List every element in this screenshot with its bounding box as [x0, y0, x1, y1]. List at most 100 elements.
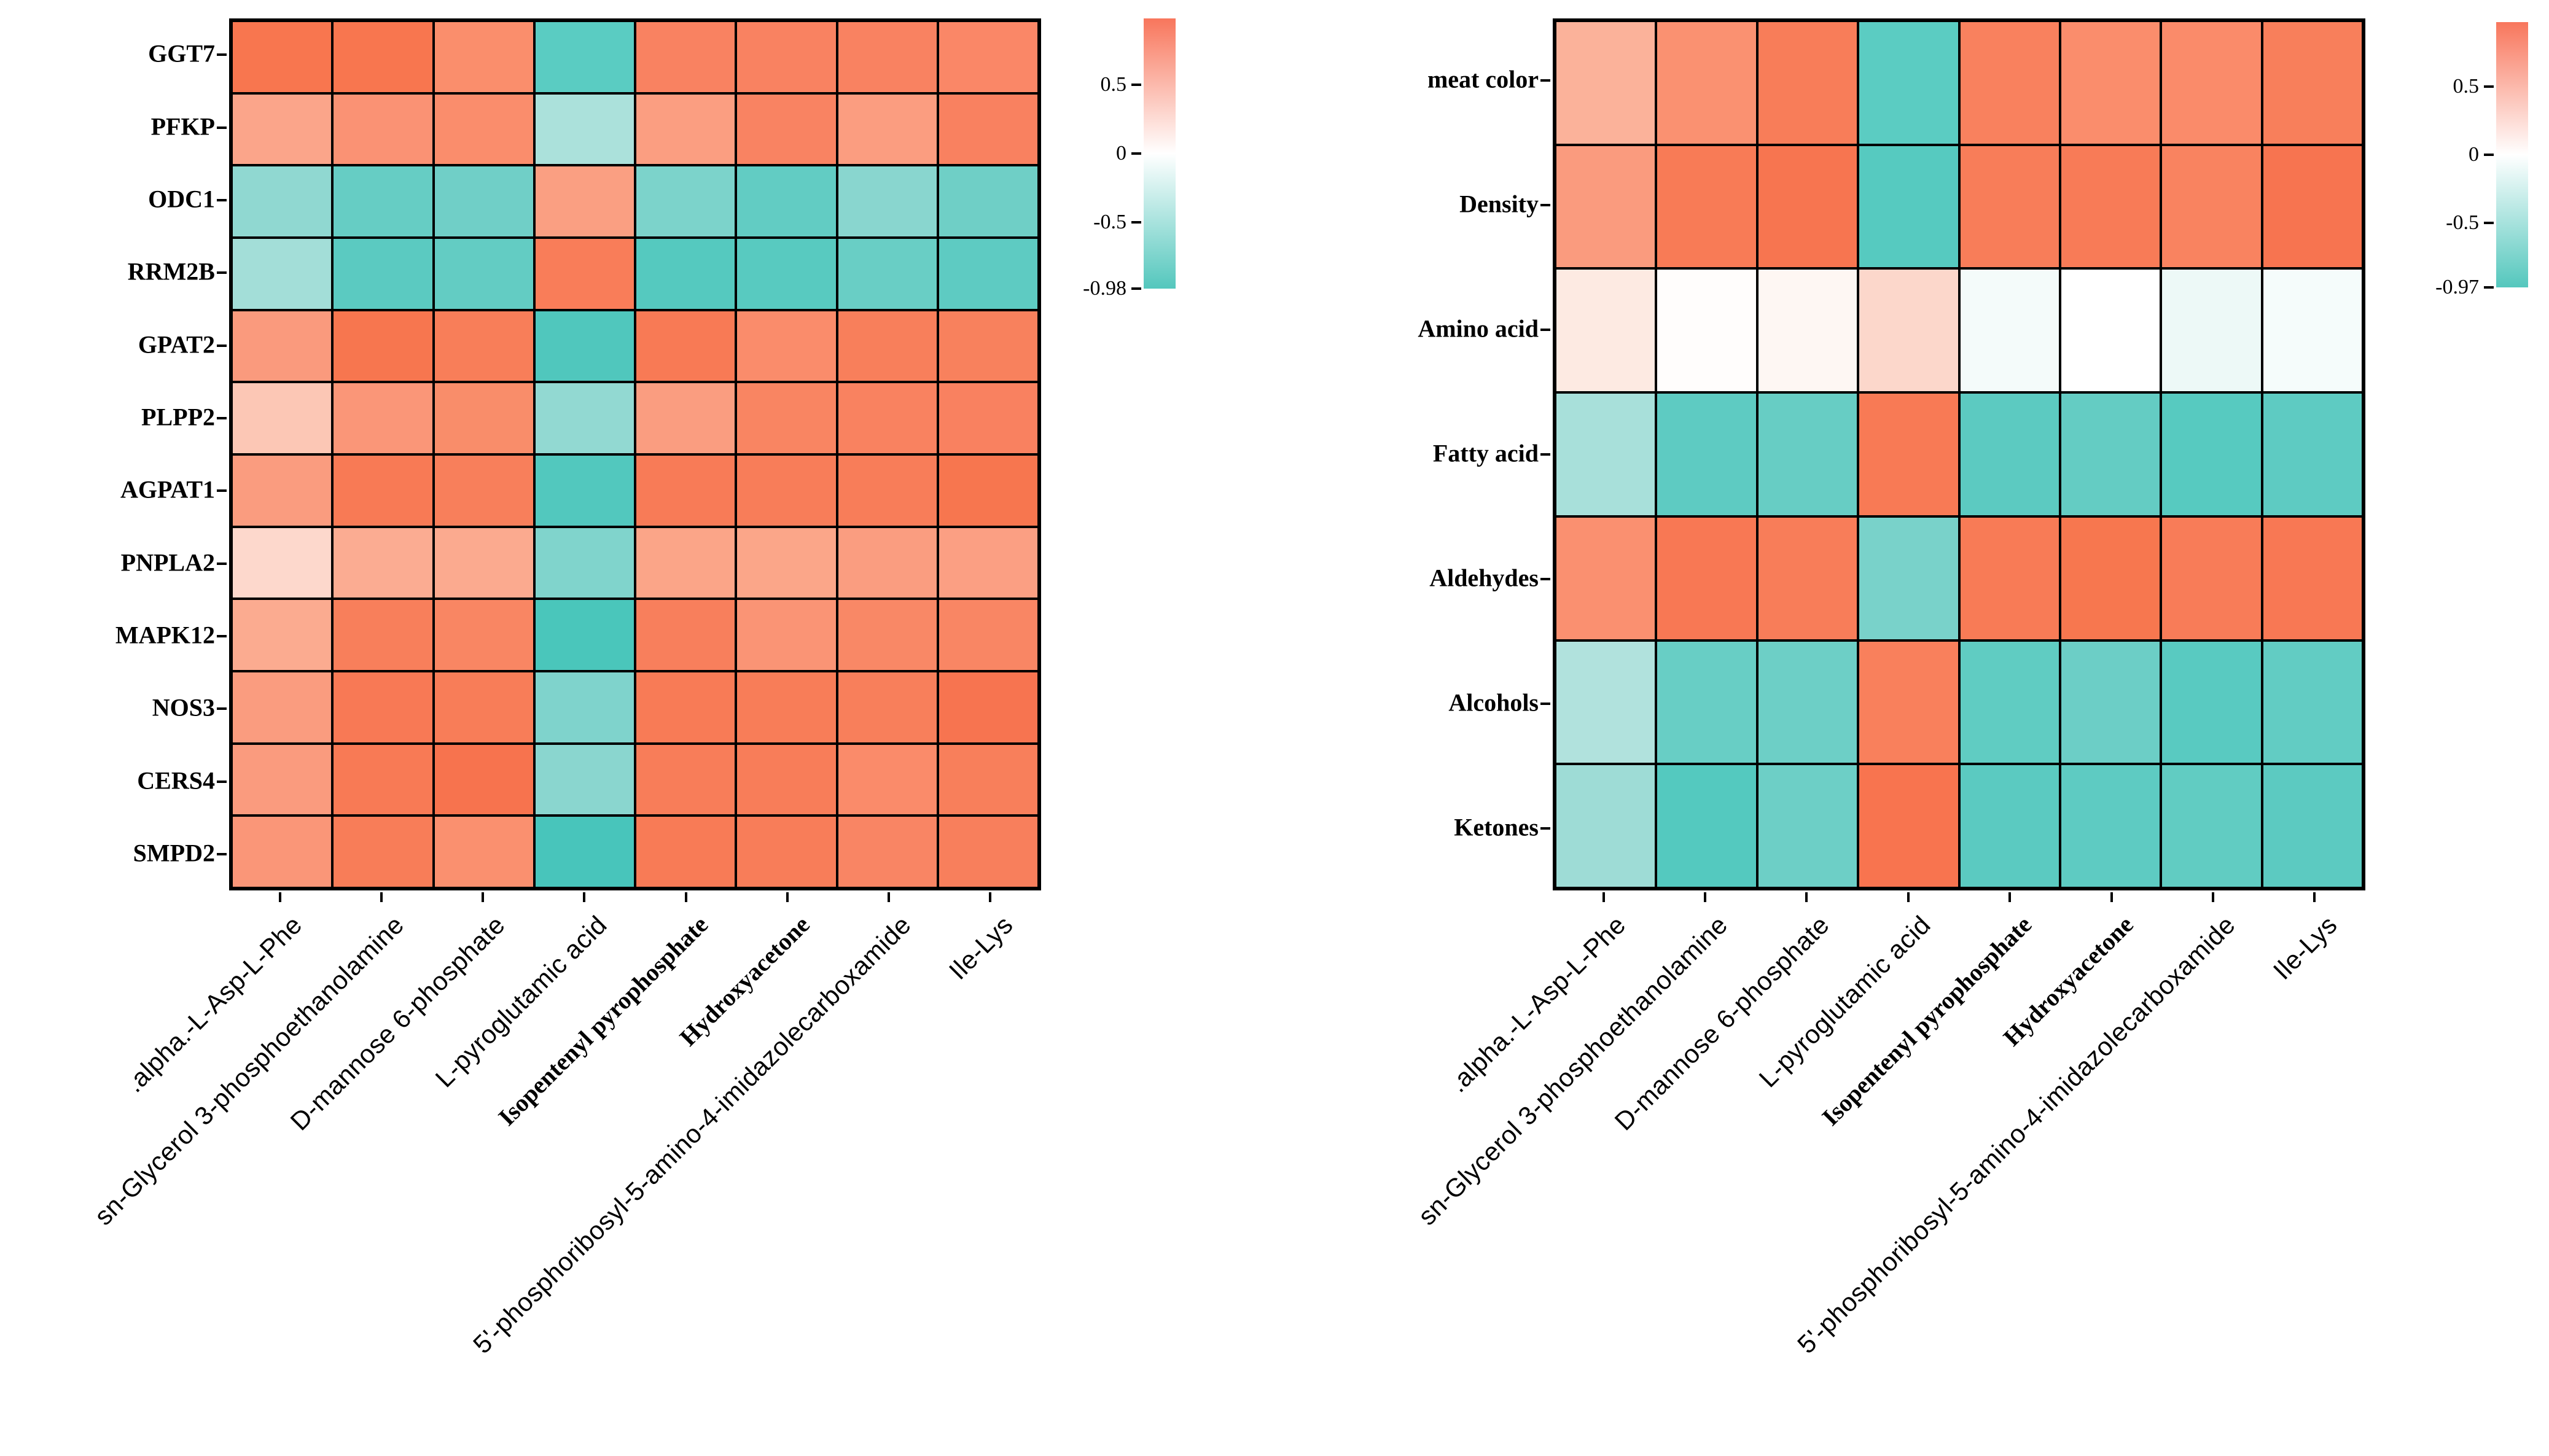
- heatmap-cell: [232, 454, 333, 527]
- heatmap-cell: [232, 671, 333, 744]
- heatmap-cell: [2262, 392, 2363, 516]
- heatmap-cell: [1959, 392, 2060, 516]
- heatmap-cell: [937, 93, 1039, 166]
- heatmap-cell: [2059, 21, 2161, 145]
- heatmap-cell: [937, 816, 1039, 888]
- heatmap-cell: [232, 93, 333, 166]
- heatmap-cell: [1959, 268, 2060, 393]
- gene-metabolite-heatmap-grid: [229, 18, 1041, 890]
- heatmap-cell: [2262, 516, 2363, 640]
- row-label: PFKP: [150, 112, 215, 141]
- colorbar-tick-label: 0: [2469, 143, 2479, 166]
- heatmap-cell: [837, 237, 938, 310]
- heatmap-cell: [2059, 764, 2161, 888]
- colorbar-tick: [2484, 286, 2494, 289]
- heatmap-cell: [937, 382, 1039, 454]
- row-label: Fatty acid: [1432, 439, 1539, 467]
- trait-metabolite-heatmap-grid: [1553, 18, 2365, 890]
- heatmap-cell: [232, 599, 333, 671]
- heatmap-cell: [2262, 144, 2363, 269]
- heatmap-cell: [837, 671, 938, 744]
- colorbar-tick-label: -0.5: [2446, 211, 2479, 235]
- heatmap-cell: [1757, 268, 1859, 393]
- heatmap-cell: [2262, 640, 2363, 765]
- heatmap-cell: [635, 671, 736, 744]
- heatmap-cell: [2161, 516, 2262, 640]
- heatmap-cell: [635, 816, 736, 888]
- heatmap-cell: [1656, 516, 1757, 640]
- row-label: GPAT2: [138, 330, 215, 359]
- heatmap-cell: [1555, 268, 1657, 393]
- heatmap-cell: [2161, 392, 2262, 516]
- heatmap-cell: [837, 816, 938, 888]
- y-axis-tick: [1540, 577, 1550, 580]
- y-axis-tick: [1540, 204, 1550, 207]
- heatmap-cell: [332, 816, 434, 888]
- column-label: Isopentenyl pyrophosphate: [1816, 910, 2037, 1131]
- heatmap-cell: [232, 816, 333, 888]
- heatmap-cell: [736, 382, 837, 454]
- heatmap-cell: [635, 454, 736, 527]
- y-axis-tick: [217, 53, 227, 56]
- heatmap-cell: [433, 743, 534, 816]
- heatmap-cell: [1656, 392, 1757, 516]
- heatmap-cell: [332, 671, 434, 744]
- y-axis-tick: [1540, 827, 1550, 830]
- colorbar-tick-label: 0: [1116, 142, 1126, 165]
- heatmap-cell: [1959, 516, 2060, 640]
- heatmap-cell: [1555, 392, 1657, 516]
- heatmap-cell: [635, 743, 736, 816]
- colorbar-tick: [2484, 154, 2494, 156]
- heatmap-cell: [837, 526, 938, 599]
- heatmap-cell: [232, 21, 333, 93]
- row-label: NOS3: [152, 693, 215, 722]
- heatmap-cell: [2161, 640, 2262, 765]
- heatmap-cell: [534, 599, 635, 671]
- heatmap-cell: [1959, 21, 2060, 145]
- row-label: PLPP2: [141, 403, 215, 431]
- heatmap-cell: [1656, 640, 1757, 765]
- heatmap-cell: [1656, 268, 1757, 393]
- x-axis-tick: [583, 892, 586, 902]
- heatmap-cell: [332, 599, 434, 671]
- heatmap-cell: [2161, 144, 2262, 269]
- heatmap-cell: [635, 21, 736, 93]
- y-axis-tick: [1540, 329, 1550, 332]
- heatmap-cell: [433, 454, 534, 527]
- heatmap-cell: [2059, 640, 2161, 765]
- heatmap-cell: [1858, 21, 1959, 145]
- heatmap-cell: [232, 526, 333, 599]
- heatmap-cell: [937, 526, 1039, 599]
- heatmap-cell: [635, 382, 736, 454]
- y-axis-tick: [217, 852, 227, 855]
- heatmap-cell: [332, 454, 434, 527]
- heatmap-cell: [635, 165, 736, 238]
- column-label: L-pyroglutamic acid: [1753, 910, 1937, 1093]
- colorbar-gradient: [2496, 22, 2528, 287]
- heatmap-cell: [332, 382, 434, 454]
- heatmap-cell: [433, 237, 534, 310]
- heatmap-cell: [534, 816, 635, 888]
- heatmap-cell: [937, 165, 1039, 238]
- heatmap-cell: [232, 165, 333, 238]
- heatmap-cell: [2059, 268, 2161, 393]
- x-axis-tick: [888, 892, 891, 902]
- heatmap-cell: [2161, 764, 2262, 888]
- y-axis-tick: [217, 198, 227, 201]
- x-axis-tick: [1704, 892, 1707, 902]
- heatmap-cell: [433, 526, 534, 599]
- row-label: Amino acid: [1418, 314, 1539, 343]
- heatmap-cell: [1757, 21, 1859, 145]
- heatmap-cell: [736, 454, 837, 527]
- row-label: AGPAT1: [120, 475, 215, 504]
- y-axis-tick: [217, 707, 227, 710]
- heatmap-cell: [1656, 144, 1757, 269]
- y-axis-tick: [217, 489, 227, 492]
- heatmap-cell: [937, 21, 1039, 93]
- colorbar-gradient: [1144, 18, 1176, 289]
- heatmap-cell: [534, 671, 635, 744]
- heatmap-cell: [1555, 144, 1657, 269]
- row-label: meat color: [1427, 66, 1539, 94]
- heatmap-cell: [937, 671, 1039, 744]
